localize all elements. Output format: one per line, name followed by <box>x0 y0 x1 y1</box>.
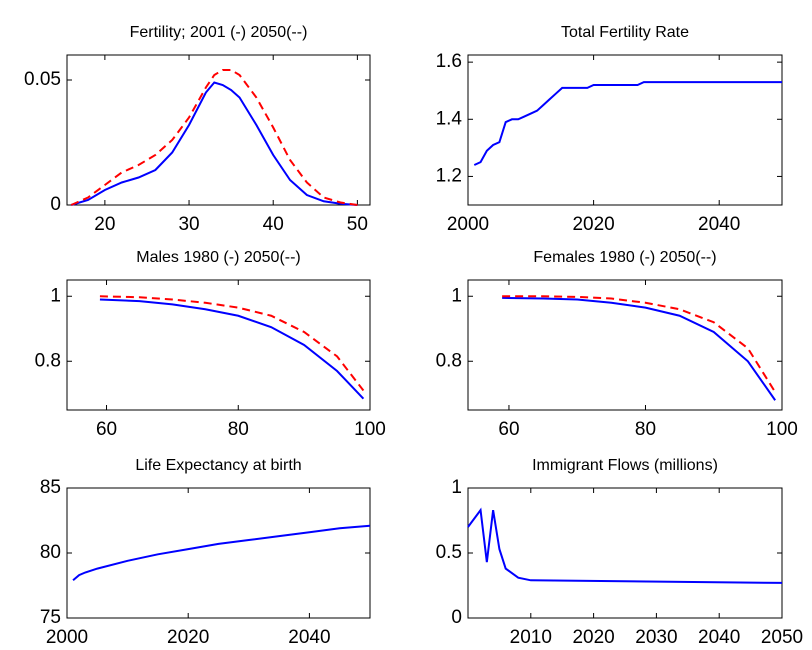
y-tick-label: 0.8 <box>35 350 61 371</box>
subplot-title: Immigrant Flows (millions) <box>532 457 718 474</box>
subplot-title: Females 1980 (-) 2050(--) <box>533 249 716 266</box>
x-tick-label: 2050 <box>761 627 803 648</box>
y-tick-label: 1 <box>50 285 61 306</box>
x-tick-label: 30 <box>178 214 199 235</box>
x-tick-label: 20 <box>94 214 115 235</box>
x-tick-label: 80 <box>228 419 249 440</box>
data-line <box>70 81 358 206</box>
x-tick-label: 2020 <box>572 627 614 648</box>
y-tick-label: 1.2 <box>436 165 462 186</box>
data-line <box>502 295 777 393</box>
data-line <box>467 507 783 584</box>
y-tick-label: 1.6 <box>436 51 462 72</box>
axes-frame <box>66 54 371 206</box>
x-tick-label: 2000 <box>447 214 489 235</box>
y-tick-label: 1 <box>451 285 462 306</box>
data-line <box>99 298 365 400</box>
x-tick-label: 2020 <box>167 627 209 648</box>
axes-frame <box>66 487 371 619</box>
x-tick-label: 100 <box>354 419 386 440</box>
x-tick-label: 60 <box>96 419 117 440</box>
x-tick-label: 2020 <box>572 214 614 235</box>
x-tick-label: 80 <box>635 419 656 440</box>
y-tick-label: 0 <box>451 607 462 628</box>
y-tick-label: 85 <box>40 477 61 498</box>
data-line <box>473 81 782 166</box>
axes-frame <box>467 487 783 619</box>
x-tick-label: 60 <box>498 419 519 440</box>
x-tick-label: 2000 <box>46 627 88 648</box>
data-line <box>502 296 776 401</box>
y-tick-label: 1 <box>451 477 462 498</box>
x-tick-label: 100 <box>766 419 798 440</box>
subplot-title: Males 1980 (-) 2050(--) <box>136 249 301 266</box>
subplot-title: Fertility; 2001 (-) 2050(--) <box>130 24 308 41</box>
axes-frame <box>66 279 371 411</box>
y-tick-label: 1.4 <box>436 108 463 129</box>
x-tick-label: 40 <box>263 214 284 235</box>
y-tick-label: 75 <box>40 607 61 628</box>
y-tick-label: 0.5 <box>436 542 462 563</box>
subplot-title: Life Expectancy at birth <box>135 457 301 474</box>
x-tick-label: 2040 <box>698 627 740 648</box>
x-tick-label: 2030 <box>635 627 677 648</box>
y-tick-label: 0 <box>50 194 61 215</box>
subplot-title: Total Fertility Rate <box>561 24 689 41</box>
x-tick-label: 2040 <box>288 627 330 648</box>
y-tick-label: 80 <box>40 542 61 563</box>
y-tick-label: 0.05 <box>24 69 61 90</box>
x-tick-label: 2040 <box>698 214 740 235</box>
data-line <box>72 524 371 582</box>
x-tick-label: 50 <box>347 214 368 235</box>
data-line <box>99 295 365 392</box>
x-tick-label: 2010 <box>510 627 552 648</box>
axes-frame <box>467 54 783 206</box>
y-tick-label: 0.8 <box>436 350 462 371</box>
